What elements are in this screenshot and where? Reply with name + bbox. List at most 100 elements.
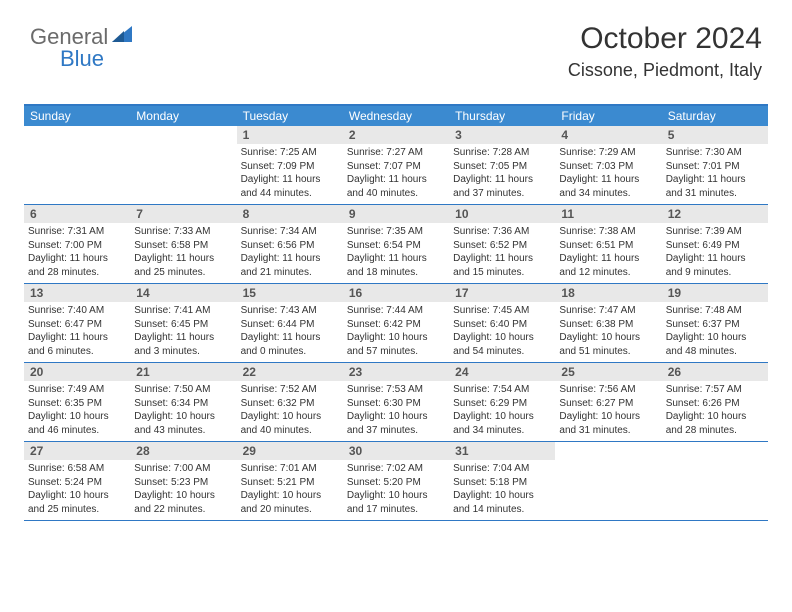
sunset-line: Sunset: 6:37 PM	[666, 318, 764, 332]
day-number: 24	[449, 363, 555, 381]
daylight-line: Daylight: 11 hours and 3 minutes.	[134, 331, 232, 358]
calendar-cell: 7Sunrise: 7:33 AMSunset: 6:58 PMDaylight…	[130, 205, 236, 283]
daylight-line: Daylight: 10 hours and 25 minutes.	[28, 489, 126, 516]
sunrise-line: Sunrise: 7:36 AM	[453, 225, 551, 239]
week-row: 6Sunrise: 7:31 AMSunset: 7:00 PMDaylight…	[24, 205, 768, 284]
calendar-cell: 16Sunrise: 7:44 AMSunset: 6:42 PMDayligh…	[343, 284, 449, 362]
daylight-line: Daylight: 11 hours and 12 minutes.	[559, 252, 657, 279]
calendar-cell: 2Sunrise: 7:27 AMSunset: 7:07 PMDaylight…	[343, 126, 449, 204]
day-details: Sunrise: 7:29 AMSunset: 7:03 PMDaylight:…	[555, 144, 661, 204]
sunrise-line: Sunrise: 7:48 AM	[666, 304, 764, 318]
daylight-line: Daylight: 10 hours and 22 minutes.	[134, 489, 232, 516]
daylight-line: Daylight: 11 hours and 18 minutes.	[347, 252, 445, 279]
day-details: Sunrise: 7:34 AMSunset: 6:56 PMDaylight:…	[237, 223, 343, 283]
sunset-line: Sunset: 6:32 PM	[241, 397, 339, 411]
daylight-line: Daylight: 10 hours and 54 minutes.	[453, 331, 551, 358]
day-details: Sunrise: 7:01 AMSunset: 5:21 PMDaylight:…	[237, 460, 343, 520]
sunrise-line: Sunrise: 7:39 AM	[666, 225, 764, 239]
sunset-line: Sunset: 6:38 PM	[559, 318, 657, 332]
sunrise-line: Sunrise: 7:47 AM	[559, 304, 657, 318]
day-number: 10	[449, 205, 555, 223]
calendar-cell-empty: .	[662, 442, 768, 520]
sunset-line: Sunset: 5:20 PM	[347, 476, 445, 490]
daylight-line: Daylight: 10 hours and 14 minutes.	[453, 489, 551, 516]
sunrise-line: Sunrise: 7:50 AM	[134, 383, 232, 397]
day-number: 17	[449, 284, 555, 302]
sunrise-line: Sunrise: 7:40 AM	[28, 304, 126, 318]
day-headers-row: SundayMondayTuesdayWednesdayThursdayFrid…	[24, 106, 768, 126]
sunrise-line: Sunrise: 7:02 AM	[347, 462, 445, 476]
daylight-line: Daylight: 10 hours and 17 minutes.	[347, 489, 445, 516]
daylight-line: Daylight: 10 hours and 20 minutes.	[241, 489, 339, 516]
sunset-line: Sunset: 7:09 PM	[241, 160, 339, 174]
sunset-line: Sunset: 7:07 PM	[347, 160, 445, 174]
day-header: Tuesday	[237, 106, 343, 126]
calendar-cell: 23Sunrise: 7:53 AMSunset: 6:30 PMDayligh…	[343, 363, 449, 441]
calendar-cell: 9Sunrise: 7:35 AMSunset: 6:54 PMDaylight…	[343, 205, 449, 283]
sunrise-line: Sunrise: 7:33 AM	[134, 225, 232, 239]
sunset-line: Sunset: 6:26 PM	[666, 397, 764, 411]
day-details: Sunrise: 7:49 AMSunset: 6:35 PMDaylight:…	[24, 381, 130, 441]
day-details: Sunrise: 7:56 AMSunset: 6:27 PMDaylight:…	[555, 381, 661, 441]
calendar-cell-empty: .	[555, 442, 661, 520]
sunrise-line: Sunrise: 7:28 AM	[453, 146, 551, 160]
sunset-line: Sunset: 6:44 PM	[241, 318, 339, 332]
day-header: Sunday	[24, 106, 130, 126]
sunrise-line: Sunrise: 7:43 AM	[241, 304, 339, 318]
calendar-cell: 5Sunrise: 7:30 AMSunset: 7:01 PMDaylight…	[662, 126, 768, 204]
daylight-line: Daylight: 11 hours and 28 minutes.	[28, 252, 126, 279]
sunrise-line: Sunrise: 7:41 AM	[134, 304, 232, 318]
daylight-line: Daylight: 11 hours and 9 minutes.	[666, 252, 764, 279]
sunset-line: Sunset: 6:34 PM	[134, 397, 232, 411]
day-details: Sunrise: 7:28 AMSunset: 7:05 PMDaylight:…	[449, 144, 555, 204]
calendar-cell: 28Sunrise: 7:00 AMSunset: 5:23 PMDayligh…	[130, 442, 236, 520]
day-header: Saturday	[662, 106, 768, 126]
day-number: 6	[24, 205, 130, 223]
day-details: Sunrise: 7:30 AMSunset: 7:01 PMDaylight:…	[662, 144, 768, 204]
day-number: 8	[237, 205, 343, 223]
sunset-line: Sunset: 6:27 PM	[559, 397, 657, 411]
sunset-line: Sunset: 6:56 PM	[241, 239, 339, 253]
sunrise-line: Sunrise: 7:38 AM	[559, 225, 657, 239]
calendar: SundayMondayTuesdayWednesdayThursdayFrid…	[24, 104, 768, 521]
day-details: Sunrise: 7:57 AMSunset: 6:26 PMDaylight:…	[662, 381, 768, 441]
sunset-line: Sunset: 7:00 PM	[28, 239, 126, 253]
calendar-cell: 31Sunrise: 7:04 AMSunset: 5:18 PMDayligh…	[449, 442, 555, 520]
sunrise-line: Sunrise: 7:53 AM	[347, 383, 445, 397]
daylight-line: Daylight: 10 hours and 48 minutes.	[666, 331, 764, 358]
calendar-cell: 27Sunrise: 6:58 AMSunset: 5:24 PMDayligh…	[24, 442, 130, 520]
day-details: Sunrise: 7:52 AMSunset: 6:32 PMDaylight:…	[237, 381, 343, 441]
day-number: 20	[24, 363, 130, 381]
day-number: 1	[237, 126, 343, 144]
month-title: October 2024	[568, 22, 762, 56]
calendar-cell: 13Sunrise: 7:40 AMSunset: 6:47 PMDayligh…	[24, 284, 130, 362]
sunset-line: Sunset: 6:47 PM	[28, 318, 126, 332]
day-number: 12	[662, 205, 768, 223]
calendar-cell: 3Sunrise: 7:28 AMSunset: 7:05 PMDaylight…	[449, 126, 555, 204]
daylight-line: Daylight: 11 hours and 15 minutes.	[453, 252, 551, 279]
sunrise-line: Sunrise: 7:01 AM	[241, 462, 339, 476]
week-row: 13Sunrise: 7:40 AMSunset: 6:47 PMDayligh…	[24, 284, 768, 363]
sunset-line: Sunset: 6:54 PM	[347, 239, 445, 253]
day-details: Sunrise: 7:00 AMSunset: 5:23 PMDaylight:…	[130, 460, 236, 520]
calendar-cell: 8Sunrise: 7:34 AMSunset: 6:56 PMDaylight…	[237, 205, 343, 283]
sunset-line: Sunset: 6:49 PM	[666, 239, 764, 253]
day-details: Sunrise: 7:48 AMSunset: 6:37 PMDaylight:…	[662, 302, 768, 362]
day-number: 9	[343, 205, 449, 223]
day-details: Sunrise: 7:04 AMSunset: 5:18 PMDaylight:…	[449, 460, 555, 520]
day-details: Sunrise: 7:54 AMSunset: 6:29 PMDaylight:…	[449, 381, 555, 441]
daylight-line: Daylight: 10 hours and 34 minutes.	[453, 410, 551, 437]
sunrise-line: Sunrise: 7:27 AM	[347, 146, 445, 160]
sunset-line: Sunset: 6:35 PM	[28, 397, 126, 411]
day-number: 3	[449, 126, 555, 144]
day-number: 26	[662, 363, 768, 381]
day-details: Sunrise: 7:47 AMSunset: 6:38 PMDaylight:…	[555, 302, 661, 362]
day-number: 28	[130, 442, 236, 460]
daylight-line: Daylight: 11 hours and 34 minutes.	[559, 173, 657, 200]
calendar-cell: 26Sunrise: 7:57 AMSunset: 6:26 PMDayligh…	[662, 363, 768, 441]
sunset-line: Sunset: 7:01 PM	[666, 160, 764, 174]
day-number: 15	[237, 284, 343, 302]
day-number: 7	[130, 205, 236, 223]
day-number: 30	[343, 442, 449, 460]
sunrise-line: Sunrise: 7:30 AM	[666, 146, 764, 160]
